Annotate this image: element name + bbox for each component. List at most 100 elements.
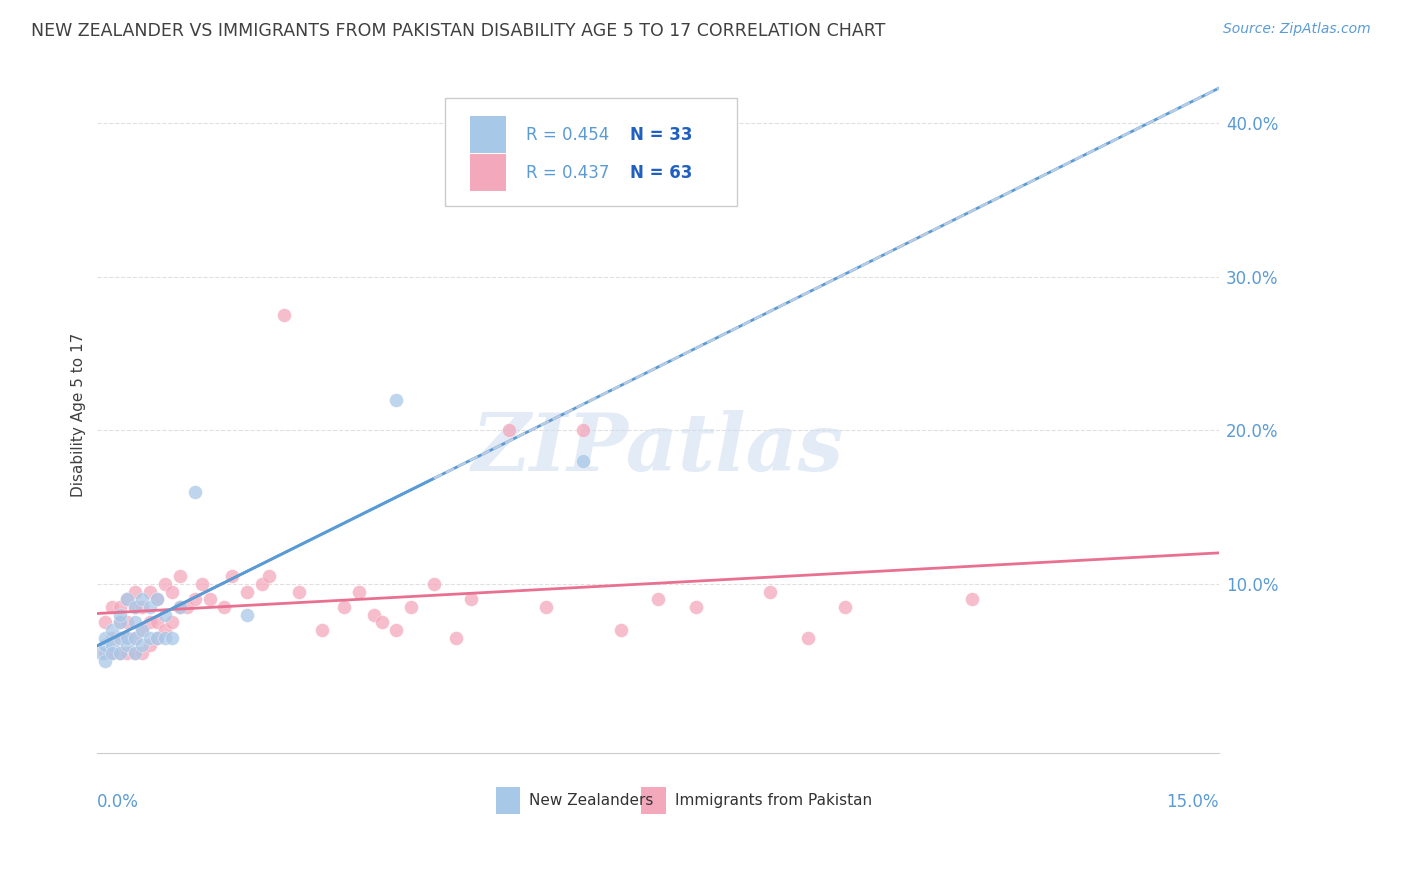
Point <box>108 646 131 660</box>
Point <box>131 592 153 607</box>
Point <box>94 638 117 652</box>
Bar <box>641 787 666 814</box>
Point <box>94 615 117 630</box>
Point <box>131 646 153 660</box>
Point <box>401 599 423 614</box>
Point <box>221 569 243 583</box>
Point <box>647 592 669 607</box>
Point <box>160 584 183 599</box>
Text: 15.0%: 15.0% <box>1167 793 1219 811</box>
Point <box>385 392 408 407</box>
Point <box>160 631 183 645</box>
Point <box>108 646 131 660</box>
Point <box>250 577 273 591</box>
Point <box>94 646 117 660</box>
Point <box>273 309 295 323</box>
Point <box>101 631 124 645</box>
Point <box>124 631 146 645</box>
Point <box>131 623 153 637</box>
Point <box>198 592 221 607</box>
Point <box>236 584 259 599</box>
Point <box>153 577 176 591</box>
Point <box>117 646 139 660</box>
Point <box>117 638 139 652</box>
Point <box>124 646 146 660</box>
Text: R = 0.437: R = 0.437 <box>526 163 609 182</box>
Point <box>108 615 131 630</box>
Point <box>138 631 160 645</box>
Point <box>169 599 191 614</box>
Point <box>101 623 124 637</box>
Point <box>146 631 169 645</box>
Point <box>146 615 169 630</box>
Text: N = 33: N = 33 <box>630 126 693 144</box>
Point <box>138 599 160 614</box>
Text: 0.0%: 0.0% <box>97 793 139 811</box>
Point <box>138 615 160 630</box>
Point <box>311 623 333 637</box>
Point <box>288 584 311 599</box>
Point <box>370 615 392 630</box>
Point <box>385 623 408 637</box>
Bar <box>495 787 520 814</box>
Point <box>191 577 214 591</box>
Point <box>124 584 146 599</box>
Point <box>333 599 356 614</box>
Text: Source: ZipAtlas.com: Source: ZipAtlas.com <box>1223 22 1371 37</box>
Point <box>797 631 820 645</box>
Point <box>124 646 146 660</box>
Point <box>259 569 281 583</box>
Point <box>363 607 385 622</box>
Point <box>446 631 468 645</box>
Point <box>759 584 782 599</box>
Text: NEW ZEALANDER VS IMMIGRANTS FROM PAKISTAN DISABILITY AGE 5 TO 17 CORRELATION CHA: NEW ZEALANDER VS IMMIGRANTS FROM PAKISTA… <box>31 22 886 40</box>
Y-axis label: Disability Age 5 to 17: Disability Age 5 to 17 <box>72 333 86 497</box>
Point <box>101 638 124 652</box>
Point <box>117 592 139 607</box>
Point <box>131 599 153 614</box>
Point <box>347 584 370 599</box>
Text: Immigrants from Pakistan: Immigrants from Pakistan <box>675 792 872 807</box>
Point <box>146 631 169 645</box>
Text: R = 0.454: R = 0.454 <box>526 126 609 144</box>
Point <box>138 584 160 599</box>
Point <box>153 623 176 637</box>
Point <box>460 592 482 607</box>
Point <box>423 577 446 591</box>
Point <box>176 599 198 614</box>
Point <box>124 599 146 614</box>
Point <box>962 592 984 607</box>
Point <box>124 615 146 630</box>
Point <box>146 592 169 607</box>
Point <box>236 607 259 622</box>
Point <box>94 631 117 645</box>
Text: N = 63: N = 63 <box>630 163 693 182</box>
Point <box>153 631 176 645</box>
Point <box>101 646 124 660</box>
Point <box>183 484 205 499</box>
Point <box>131 638 153 652</box>
Bar <box>470 116 506 153</box>
Point <box>108 615 131 630</box>
Point <box>160 615 183 630</box>
Point <box>169 599 191 614</box>
Point <box>108 607 131 622</box>
Text: ZIPatlas: ZIPatlas <box>472 410 844 488</box>
Point <box>572 454 595 468</box>
Point <box>146 592 169 607</box>
Point <box>108 599 131 614</box>
Point <box>214 599 236 614</box>
Point <box>685 599 707 614</box>
FancyBboxPatch shape <box>446 98 737 206</box>
Text: New Zealanders: New Zealanders <box>529 792 654 807</box>
Point <box>153 607 176 622</box>
Point <box>101 646 124 660</box>
Point <box>498 424 520 438</box>
Point <box>138 638 160 652</box>
Point <box>117 615 139 630</box>
Point <box>94 654 117 668</box>
Point <box>534 599 557 614</box>
Point <box>124 631 146 645</box>
Point <box>834 599 856 614</box>
Point <box>169 569 191 583</box>
